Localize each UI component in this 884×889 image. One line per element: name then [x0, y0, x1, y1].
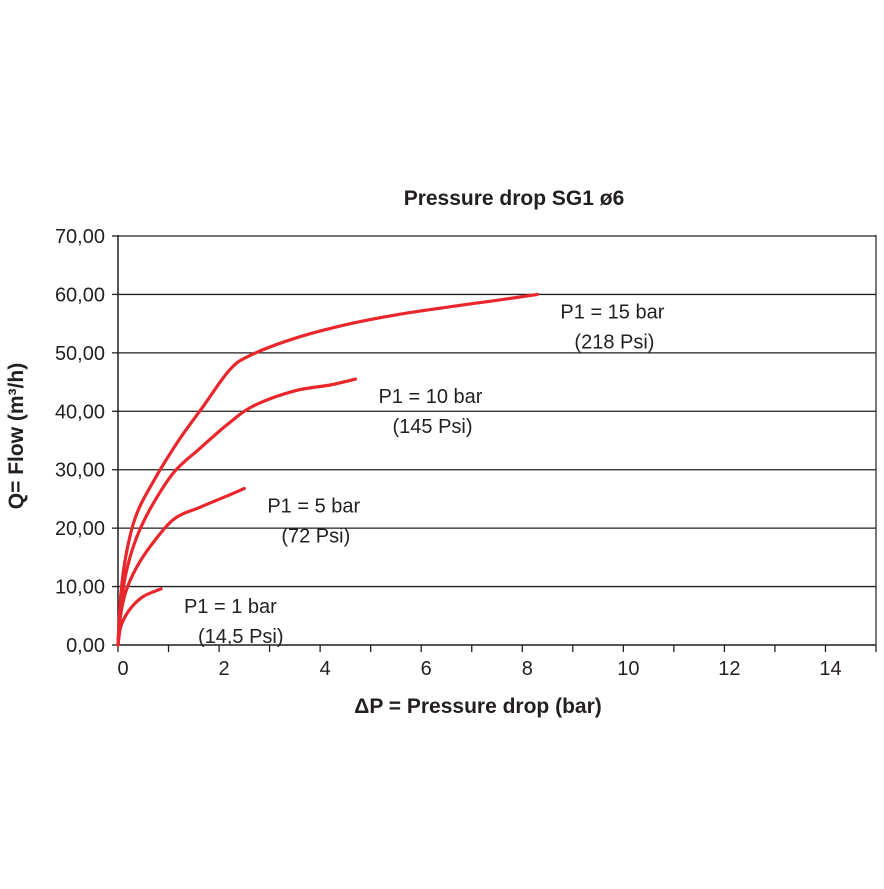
y-tick-label: 50,00 — [55, 343, 105, 365]
series-label-1-line1: P1 = 1 bar — [184, 596, 277, 618]
y-tick-label: 70,00 — [55, 226, 105, 248]
x-tick-label: 10 — [617, 658, 639, 680]
x-tick-label: 14 — [819, 658, 841, 680]
y-tick-label: 30,00 — [55, 460, 105, 482]
x-axis-label: ΔP = Pressure drop (bar) — [354, 695, 602, 718]
x-tick-label: 8 — [522, 658, 533, 680]
series-label-2-line2: (72 Psi) — [281, 525, 350, 547]
tick-layer: 0,00 10,00 20,00 30,00 40,00 50,00 60,00 70,00 0… — [55, 226, 877, 680]
series-layer — [116, 292, 539, 647]
series-line-3 — [116, 377, 358, 647]
y-tick-label: 10,00 — [55, 577, 105, 599]
series-label-3-line1: P1 = 10 bar — [379, 386, 483, 408]
series-label-1-line2: (14,5 Psi) — [198, 626, 284, 648]
grid-layer — [118, 235, 876, 588]
x-tick-label: 4 — [320, 658, 331, 680]
series-label-4-line2: (218 Psi) — [574, 331, 654, 353]
y-tick-label: 60,00 — [55, 284, 105, 306]
series-label-4-line1: P1 = 15 bar — [560, 301, 664, 323]
label-layer: P1 = 1 bar (14,5 Psi) P1 = 5 bar (72 Psi) P1… — [184, 301, 665, 647]
x-tick-label: 0 — [117, 658, 128, 680]
y-tick-label: 0,00 — [66, 635, 105, 657]
x-tick-label: 2 — [219, 658, 230, 680]
y-tick-label: 20,00 — [55, 518, 105, 540]
axis-layer — [117, 235, 877, 646]
chart-title: Pressure drop SG1 ø6 — [404, 187, 625, 210]
x-tick-label: 6 — [421, 658, 432, 680]
y-tick-label: 40,00 — [55, 401, 105, 423]
series-line-4 — [116, 292, 539, 647]
series-label-2-line1: P1 = 5 bar — [267, 495, 360, 517]
y-axis-label: Q= Flow (m³/h) — [5, 363, 28, 509]
series-label-3-line2: (145 Psi) — [393, 416, 473, 438]
x-tick-label: 12 — [718, 658, 740, 680]
